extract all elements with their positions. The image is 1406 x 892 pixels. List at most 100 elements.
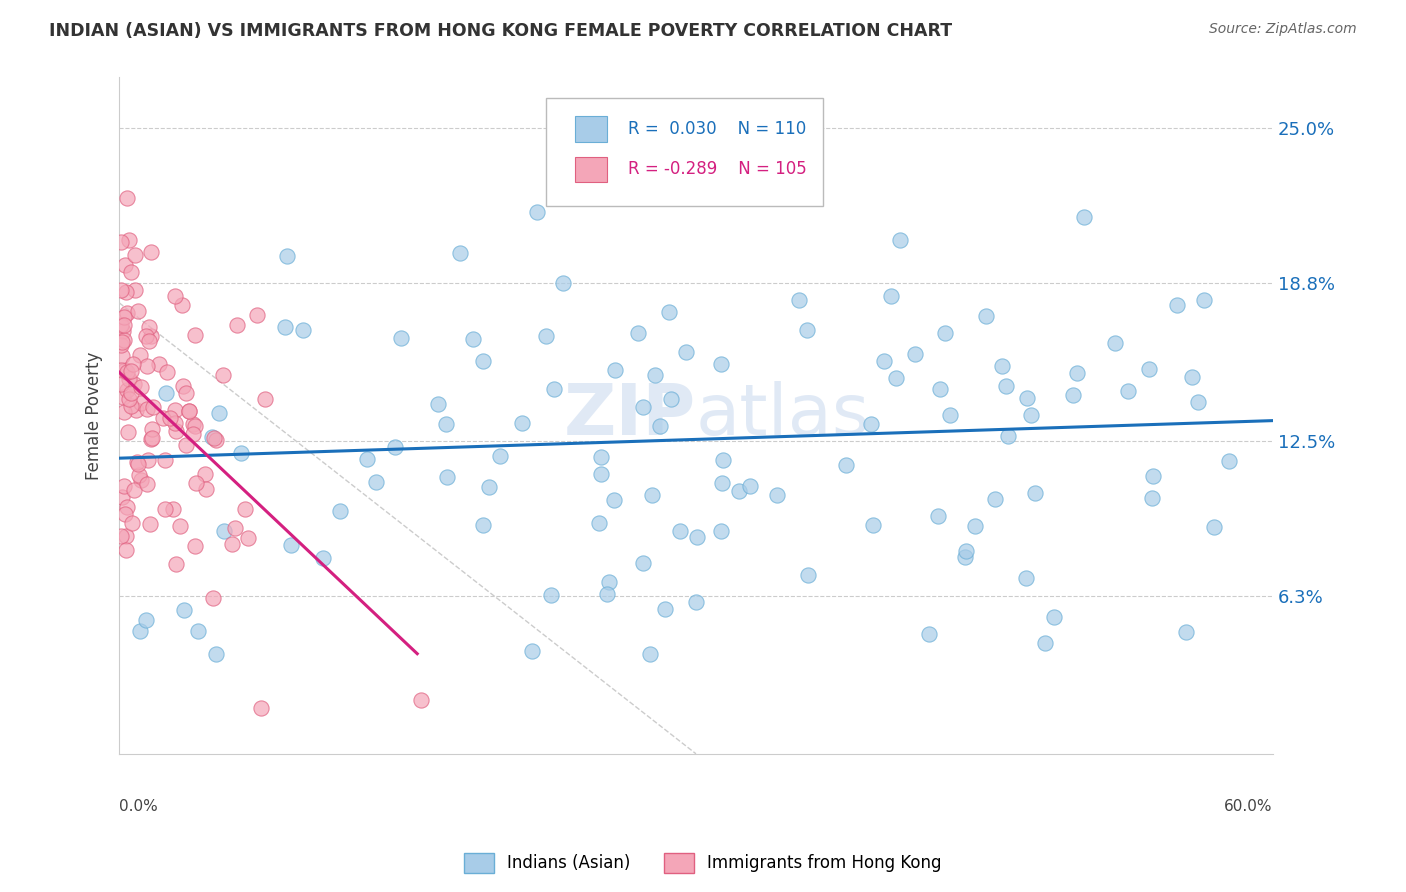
Point bbox=[112, 391, 135, 405]
Point bbox=[120, 399, 142, 413]
Point bbox=[118, 392, 141, 407]
Point bbox=[238, 531, 260, 545]
Text: ZIP: ZIP bbox=[564, 381, 696, 450]
Point bbox=[766, 488, 789, 502]
Y-axis label: Female Poverty: Female Poverty bbox=[86, 351, 103, 480]
Point bbox=[280, 538, 302, 552]
Point bbox=[169, 518, 191, 533]
Point bbox=[588, 516, 610, 530]
Text: atlas: atlas bbox=[696, 381, 870, 450]
Point bbox=[174, 438, 197, 452]
Point bbox=[112, 324, 135, 338]
Point bbox=[1019, 409, 1042, 423]
Point bbox=[1024, 485, 1046, 500]
Point bbox=[177, 404, 200, 418]
Text: INDIAN (ASIAN) VS IMMIGRANTS FROM HONG KONG FEMALE POVERTY CORRELATION CHART: INDIAN (ASIAN) VS IMMIGRANTS FROM HONG K… bbox=[49, 22, 952, 40]
Point bbox=[115, 365, 138, 379]
Point bbox=[710, 357, 733, 371]
Point bbox=[1181, 369, 1204, 384]
Point bbox=[366, 475, 388, 490]
Point bbox=[128, 468, 150, 483]
Point bbox=[1218, 453, 1240, 467]
Point bbox=[329, 504, 352, 518]
Point bbox=[226, 318, 249, 332]
Point bbox=[136, 359, 159, 373]
Point bbox=[194, 467, 217, 482]
Point bbox=[463, 332, 485, 346]
Point bbox=[195, 482, 218, 496]
Point bbox=[187, 624, 209, 638]
FancyBboxPatch shape bbox=[575, 116, 607, 142]
Point bbox=[904, 346, 927, 360]
Point bbox=[312, 550, 335, 565]
Point bbox=[173, 603, 195, 617]
Point bbox=[221, 537, 243, 551]
Point bbox=[139, 328, 162, 343]
Point bbox=[138, 319, 160, 334]
FancyBboxPatch shape bbox=[575, 157, 607, 182]
Point bbox=[142, 400, 165, 414]
Point bbox=[1166, 298, 1188, 312]
Point bbox=[120, 364, 142, 378]
Point bbox=[997, 428, 1019, 442]
Point bbox=[471, 517, 494, 532]
Point bbox=[787, 293, 810, 307]
Point bbox=[880, 288, 903, 302]
Point bbox=[658, 305, 681, 319]
Text: R =  0.030    N = 110: R = 0.030 N = 110 bbox=[628, 120, 806, 138]
Point bbox=[135, 613, 157, 627]
Point bbox=[129, 624, 152, 638]
Point bbox=[127, 457, 149, 471]
Point bbox=[644, 368, 666, 382]
Point bbox=[995, 379, 1018, 393]
Point bbox=[184, 539, 207, 553]
Point bbox=[110, 349, 132, 363]
Point bbox=[471, 354, 494, 368]
Point bbox=[115, 500, 138, 514]
Point bbox=[172, 298, 194, 312]
Point bbox=[110, 338, 132, 352]
Point bbox=[208, 406, 231, 420]
Point bbox=[115, 529, 138, 543]
Point bbox=[114, 362, 136, 376]
Point bbox=[148, 357, 170, 371]
Point bbox=[426, 397, 449, 411]
Point bbox=[121, 516, 143, 530]
Point bbox=[138, 517, 160, 532]
Point bbox=[124, 248, 146, 262]
Point bbox=[112, 479, 135, 493]
Point bbox=[934, 326, 956, 341]
Point bbox=[436, 469, 458, 483]
Point bbox=[127, 304, 149, 318]
Point bbox=[434, 417, 457, 431]
Point bbox=[112, 405, 135, 419]
Point bbox=[156, 365, 179, 379]
Point bbox=[1174, 625, 1197, 640]
Point bbox=[184, 327, 207, 342]
Point bbox=[172, 379, 194, 393]
Point bbox=[640, 647, 662, 661]
Point bbox=[138, 334, 160, 348]
Point bbox=[110, 318, 132, 332]
Point bbox=[118, 372, 141, 386]
Point bbox=[205, 434, 228, 448]
Point bbox=[1140, 491, 1163, 505]
Point bbox=[489, 449, 512, 463]
Point bbox=[1104, 336, 1126, 351]
Point bbox=[254, 392, 277, 407]
Point bbox=[117, 425, 139, 440]
Point bbox=[110, 376, 132, 391]
Point bbox=[1015, 391, 1038, 405]
Text: 0.0%: 0.0% bbox=[120, 799, 157, 814]
Point bbox=[633, 556, 655, 570]
Point bbox=[631, 401, 654, 415]
Point bbox=[110, 235, 132, 249]
Point bbox=[627, 326, 650, 340]
Point bbox=[835, 458, 858, 473]
Point bbox=[616, 180, 638, 194]
Point bbox=[929, 382, 952, 396]
Point bbox=[984, 492, 1007, 507]
Point bbox=[603, 493, 626, 508]
Point bbox=[115, 285, 138, 299]
Text: 60.0%: 60.0% bbox=[1225, 799, 1272, 814]
